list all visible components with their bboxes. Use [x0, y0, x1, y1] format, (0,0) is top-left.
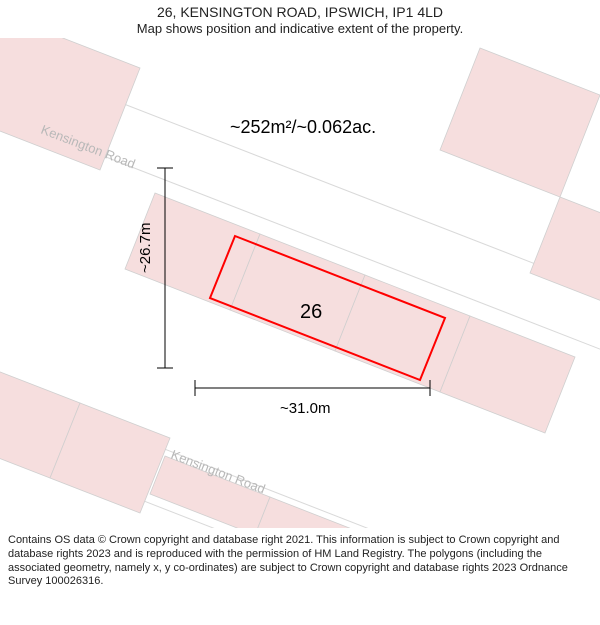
property-map: ~252m²/~0.062ac. 26 ~31.0m ~26.7m Kensin… — [0, 38, 600, 528]
house-number: 26 — [300, 301, 322, 323]
map-svg: ~252m²/~0.062ac. 26 ~31.0m ~26.7m Kensin… — [0, 38, 600, 528]
page-subtitle: Map shows position and indicative extent… — [10, 21, 590, 36]
width-label: ~31.0m — [280, 400, 330, 417]
building-footprint — [440, 48, 600, 197]
page-title: 26, KENSINGTON ROAD, IPSWICH, IP1 4LD — [10, 4, 590, 20]
area-label: ~252m²/~0.062ac. — [230, 117, 376, 137]
height-label: ~26.7m — [137, 223, 154, 273]
header: 26, KENSINGTON ROAD, IPSWICH, IP1 4LD Ma… — [0, 0, 600, 38]
copyright-footer: Contains OS data © Crown copyright and d… — [0, 528, 600, 595]
